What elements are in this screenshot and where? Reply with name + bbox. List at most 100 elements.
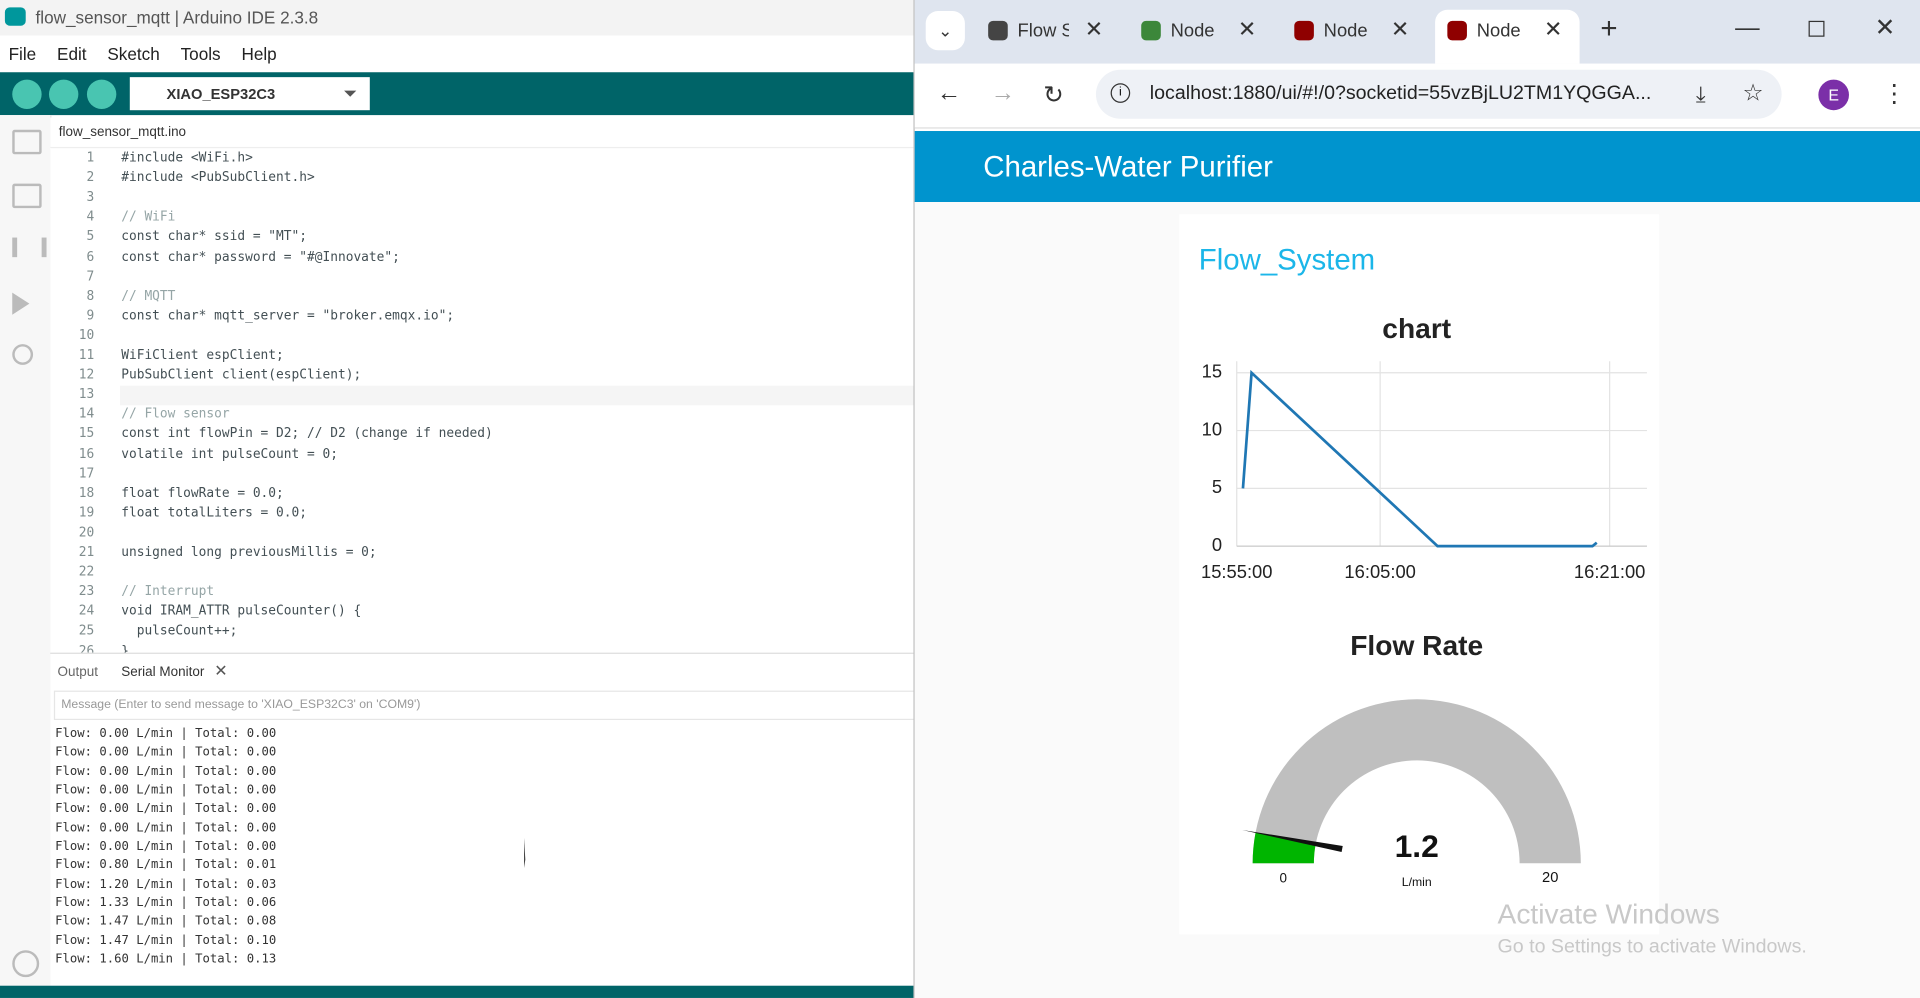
- code-line: // MQTT: [121, 288, 176, 304]
- library-icon[interactable]: [12, 237, 47, 258]
- site-info[interactable]: i: [1110, 83, 1131, 103]
- menu-item[interactable]: File: [8, 44, 37, 64]
- gauge-max: 20: [1542, 870, 1558, 886]
- maximize[interactable]: [1808, 20, 1825, 37]
- tab-close[interactable]: ✕: [1237, 17, 1257, 42]
- serial-line: Flow: 0.00 L/min | Total: 0.00: [55, 783, 277, 798]
- y-tick-label: 0: [1212, 534, 1222, 555]
- upload-button[interactable]: [48, 79, 79, 109]
- code-line: unsigned long previousMillis = 0;: [121, 544, 377, 560]
- line-number: 15: [78, 426, 95, 442]
- code-line: WiFiClient espClient;: [121, 347, 284, 363]
- menu-item[interactable]: Tools: [180, 44, 221, 64]
- code-line: // Flow sensor: [121, 406, 230, 422]
- window-title: flow_sensor_mqtt | Arduino IDE 2.3.8: [35, 7, 319, 27]
- code-line: // Interrupt: [121, 584, 215, 600]
- line-number: 11: [78, 347, 95, 363]
- tab-search[interactable]: ⌄: [925, 11, 965, 51]
- serial-line: Flow: 0.00 L/min | Total: 0.00: [55, 764, 277, 779]
- tab-close[interactable]: ✕: [1084, 17, 1104, 42]
- boards-icon[interactable]: [12, 183, 42, 209]
- browser-window: ⌄ + — ✕ Flow S ✕ Node ✕ Node ✕ Node ✕ ← → ↻ i l…: [913, 0, 1920, 998]
- account-icon[interactable]: [12, 950, 40, 978]
- line-number: 5: [86, 229, 95, 245]
- serial-line: Flow: 1.60 L/min | Total: 0.13: [55, 952, 277, 967]
- browser-tab[interactable]: Node ✕: [1282, 10, 1426, 54]
- menu-item[interactable]: Edit: [57, 44, 87, 64]
- group-card: Flow_System: [1179, 214, 1660, 935]
- x-tick-label: 16:05:00: [1344, 561, 1415, 582]
- toolbar: XIAO_ESP32C3: [0, 72, 914, 116]
- code-editor: 1 #include <WiFi.h> 2 #include <PubSubClien…: [50, 146, 914, 654]
- serial-line: Flow: 0.00 L/min | Total: 0.00: [55, 839, 277, 854]
- board-name: XIAO_ESP32C3: [166, 85, 276, 103]
- minimize[interactable]: —: [1735, 14, 1760, 42]
- line-number: 24: [78, 604, 95, 619]
- browser-tab[interactable]: Node ✕: [1435, 9, 1580, 64]
- activation-title: Activate Windows: [1497, 897, 1720, 930]
- profile-avatar[interactable]: E: [1818, 79, 1849, 111]
- tab-favicon: [1447, 20, 1467, 41]
- search-icon[interactable]: [12, 344, 34, 365]
- tab-title: Node: [1476, 20, 1521, 42]
- address-bar[interactable]: i localhost:1880/ui/#!/0?socketid=55vzBj…: [1095, 69, 1782, 119]
- debug-button[interactable]: [86, 79, 117, 109]
- line-number: 12: [78, 367, 95, 383]
- message-placeholder: Message (Enter to send message to 'XIAO_…: [61, 697, 421, 712]
- close-window[interactable]: ✕: [1874, 14, 1896, 42]
- browser-menu[interactable]: ⋮: [1882, 80, 1907, 108]
- serial-line: Flow: 1.47 L/min | Total: 0.08: [55, 915, 277, 929]
- back-button[interactable]: ←: [936, 79, 962, 107]
- code-line: const int flowPin = D2; // D2 (change if…: [121, 426, 493, 442]
- serial-monitor-tab[interactable]: Serial Monitor: [121, 664, 205, 680]
- line-number: 21: [78, 544, 95, 560]
- bookmark-star[interactable]: ☆: [1742, 80, 1764, 107]
- dropdown-arrow: [344, 90, 357, 103]
- bottom-panel: Output Serial Monitor ✕ Message (Enter t…: [50, 652, 916, 998]
- tab-favicon: [988, 20, 1008, 41]
- y-tick-label: 10: [1202, 418, 1222, 439]
- serial-line: Flow: 0.00 L/min | Total: 0.00: [55, 727, 277, 741]
- sketchbook-icon[interactable]: [12, 129, 42, 155]
- line-number: 3: [86, 190, 95, 205]
- board-selector[interactable]: XIAO_ESP32C3: [129, 77, 370, 111]
- serial-line: Flow: 1.47 L/min | Total: 0.10: [55, 933, 277, 948]
- title-bar: flow_sensor_mqtt | Arduino IDE 2.3.8: [0, 0, 914, 36]
- line-number: 10: [78, 328, 95, 343]
- tab-title: Node: [1170, 20, 1215, 42]
- url: localhost:1880/ui/#!/0?socketid=55vzBjLU…: [1149, 83, 1652, 105]
- close-tab[interactable]: ✕: [214, 661, 228, 680]
- code-line: float totalLiters = 0.0;: [121, 505, 308, 521]
- browser-tab[interactable]: Flow S ✕: [976, 10, 1120, 54]
- line-number: 16: [78, 446, 95, 462]
- forward-button[interactable]: →: [990, 79, 1016, 107]
- gauge-title: Flow Rate: [1350, 630, 1483, 661]
- code-line: const char* password = "#@Innovate";: [121, 249, 400, 264]
- line-number: 13: [78, 387, 95, 402]
- verify-button[interactable]: [12, 79, 42, 109]
- debug-icon[interactable]: [12, 292, 40, 315]
- app-icon: [4, 7, 26, 26]
- browser-tab[interactable]: Node ✕: [1129, 10, 1273, 54]
- output-tab[interactable]: Output: [57, 664, 98, 680]
- line-number: 18: [78, 485, 95, 501]
- new-tab[interactable]: +: [1600, 12, 1618, 46]
- line-number: 8: [86, 288, 95, 304]
- file-tab[interactable]: flow_sensor_mqtt.ino: [50, 117, 198, 150]
- install-icon[interactable]: ⤓: [1695, 82, 1706, 107]
- tab-title: Flow S: [1017, 20, 1069, 42]
- tab-close[interactable]: ✕: [1390, 17, 1410, 42]
- menu-item[interactable]: Sketch: [107, 44, 160, 64]
- line-number: 19: [78, 505, 95, 521]
- line-number: 17: [78, 466, 95, 481]
- code-line: }: [121, 643, 129, 654]
- tab-close[interactable]: ✕: [1543, 17, 1563, 42]
- line-number: 22: [78, 564, 95, 580]
- line-number: 2: [86, 170, 95, 186]
- code-line: volatile int pulseCount = 0;: [121, 446, 338, 462]
- reload-button[interactable]: ↻: [1043, 82, 1064, 109]
- gauge-fill: [1252, 832, 1316, 864]
- menu-item[interactable]: Help: [241, 44, 277, 64]
